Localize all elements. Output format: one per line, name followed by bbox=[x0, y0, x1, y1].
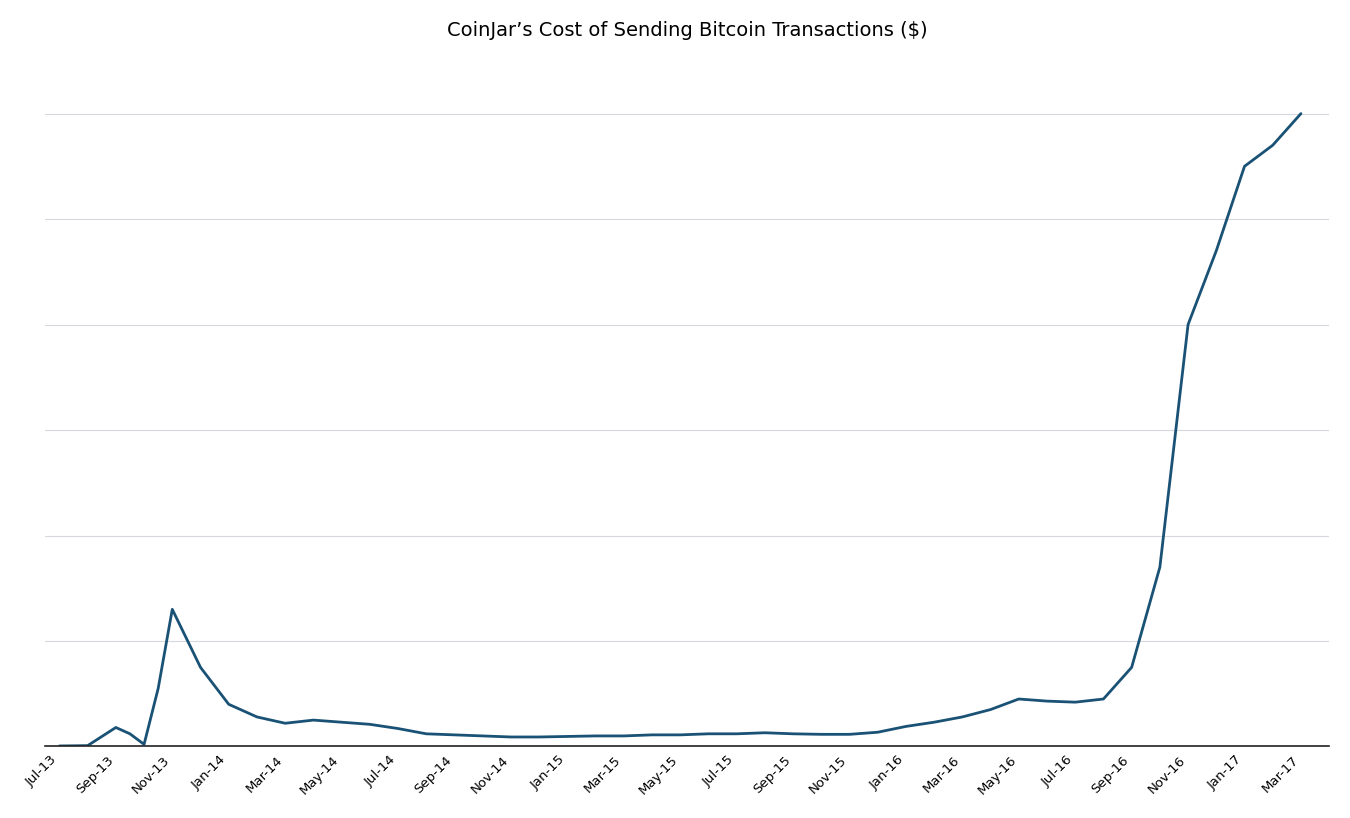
Title: CoinJar’s Cost of Sending Bitcoin Transactions ($): CoinJar’s Cost of Sending Bitcoin Transa… bbox=[447, 20, 927, 40]
